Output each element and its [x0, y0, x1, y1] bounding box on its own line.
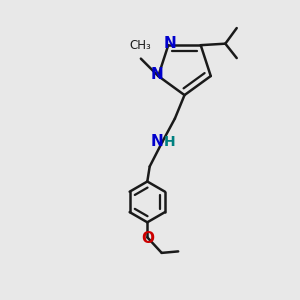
Text: N: N: [164, 36, 176, 51]
Text: N: N: [151, 134, 164, 149]
Text: O: O: [141, 231, 154, 246]
Text: N: N: [151, 67, 164, 82]
Text: CH₃: CH₃: [129, 39, 151, 52]
Text: H: H: [164, 135, 175, 149]
